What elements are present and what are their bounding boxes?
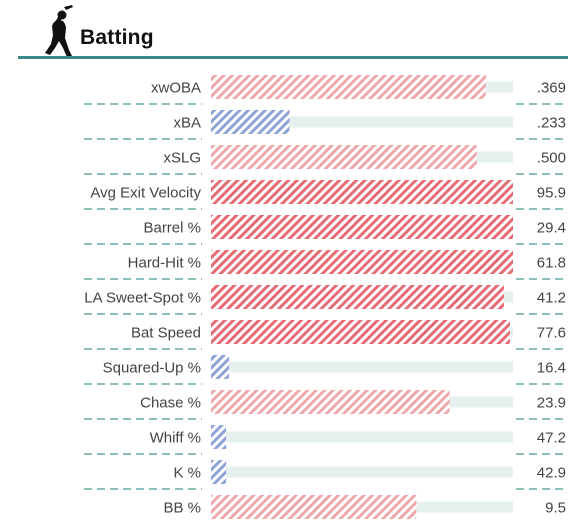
stat-label: LA Sweet-Spot %: [84, 290, 201, 307]
stat-label: xSLG: [163, 150, 201, 167]
stat-row: Whiff % 47.2: [84, 425, 566, 455]
percentile-bar: [211, 75, 486, 99]
percentile-bar: [211, 355, 230, 379]
stat-label: BB %: [163, 500, 201, 517]
stat-row: Hard-Hit % 61.8: [84, 250, 566, 280]
percentile-track: [211, 466, 513, 478]
percentile-bar: [211, 390, 450, 414]
percentile-bar: [211, 460, 227, 484]
percentile-bar: [211, 145, 477, 169]
stat-value: 61.8: [537, 255, 566, 272]
percentile-bar: [211, 110, 290, 134]
stat-row: LA Sweet-Spot % 41.2: [84, 285, 566, 315]
percentile-bar: [211, 495, 417, 519]
stat-row: Avg Exit Velocity 95.9: [84, 180, 566, 210]
stat-value: .233: [537, 115, 566, 132]
stat-row: Barrel % 29.4: [84, 215, 566, 245]
stat-value: 41.2: [537, 290, 566, 307]
stat-value: 95.9: [537, 185, 566, 202]
stat-row: Squared-Up % 16.4: [84, 355, 566, 385]
section-header: Batting: [18, 0, 568, 60]
stat-label: xBA: [173, 115, 201, 132]
stat-value: 23.9: [537, 395, 566, 412]
stat-value: .500: [537, 150, 566, 167]
percentile-track: [211, 361, 513, 373]
stat-row: xBA .233: [84, 110, 566, 140]
section-title: Batting: [80, 26, 154, 49]
stat-row: K % 42.9: [84, 460, 566, 490]
percentile-track: [211, 431, 513, 443]
stat-row: Chase % 23.9: [84, 390, 566, 420]
stat-label: K %: [173, 465, 201, 482]
stat-label: Bat Speed: [131, 325, 201, 342]
stat-value: 9.5: [545, 500, 566, 517]
percentile-bar: [211, 250, 513, 274]
percentile-bar: [211, 425, 227, 449]
baseball-batter-icon: [45, 5, 73, 57]
stat-value: 29.4: [537, 220, 566, 237]
stat-label: Squared-Up %: [103, 360, 201, 377]
header-divider: [18, 56, 568, 59]
percentile-track: [211, 116, 513, 128]
stat-value: 42.9: [537, 465, 566, 482]
stat-row: Bat Speed 77.6: [84, 320, 566, 350]
stat-value: 16.4: [537, 360, 566, 377]
stat-label: Chase %: [140, 395, 201, 412]
stat-value: 77.6: [537, 325, 566, 342]
percentile-bar: [211, 180, 513, 204]
stat-row: BB % 9.5: [163, 495, 566, 519]
percentile-bar: [211, 285, 504, 309]
stat-label: Barrel %: [143, 220, 201, 237]
stat-label: xwOBA: [151, 80, 201, 97]
percentile-bar: [211, 320, 510, 344]
stat-label: Hard-Hit %: [128, 255, 201, 272]
stat-value: 47.2: [537, 430, 566, 447]
stat-label: Whiff %: [150, 430, 201, 447]
stat-label: Avg Exit Velocity: [90, 185, 201, 202]
stat-value: .369: [537, 80, 566, 97]
stat-row: xSLG .500: [84, 145, 566, 175]
stat-row: xwOBA .369: [84, 75, 566, 105]
percentile-bar: [211, 215, 513, 239]
